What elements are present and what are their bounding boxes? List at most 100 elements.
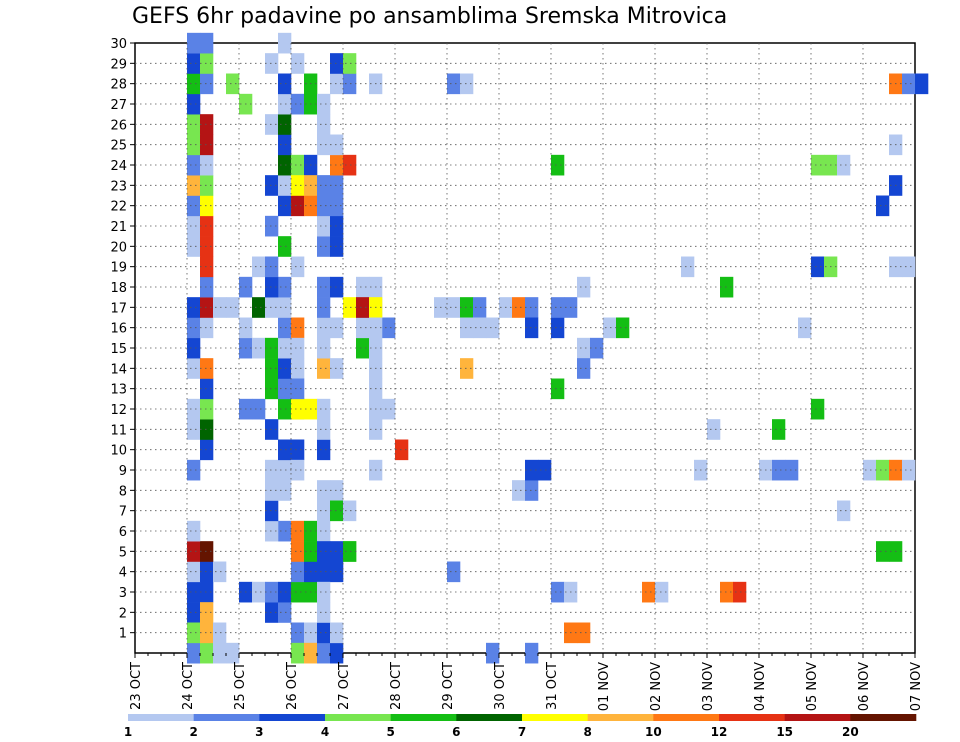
y-tick-label: 9 <box>119 464 127 479</box>
heatmap-cell <box>382 398 396 420</box>
heatmap-cell <box>291 154 305 176</box>
heatmap-cell <box>291 642 305 664</box>
heatmap-cell <box>265 276 279 298</box>
heatmap-cell <box>551 154 565 176</box>
heatmap-cell <box>200 236 214 257</box>
y-tick-label: 8 <box>119 484 127 499</box>
heatmap-cell <box>265 256 279 278</box>
heatmap-cell <box>278 398 292 420</box>
y-tick-label: 29 <box>110 57 127 72</box>
heatmap-cell <box>200 317 214 339</box>
heatmap-cell <box>187 602 201 623</box>
heatmap-cell <box>317 561 331 583</box>
heatmap-cell <box>317 114 331 135</box>
heatmap-cell <box>317 358 331 379</box>
heatmap-cell <box>291 459 305 481</box>
colorbar-label: 6 <box>452 725 460 739</box>
colorbar-label: 2 <box>189 725 197 739</box>
heatmap-cell <box>265 297 279 318</box>
heatmap-cell <box>252 297 266 318</box>
heatmap-cell <box>278 317 292 339</box>
heatmap-cell <box>330 73 344 95</box>
heatmap-cell <box>213 297 227 318</box>
colorbar-swatch <box>784 714 851 721</box>
heatmap-cell <box>265 419 279 440</box>
heatmap-cell <box>525 642 539 664</box>
colorbar-swatch <box>390 714 457 721</box>
colorbar-swatch <box>325 714 391 721</box>
heatmap-cell <box>278 134 292 156</box>
heatmap-cell <box>317 215 331 237</box>
heatmap-cell <box>278 175 292 196</box>
grid-lines <box>135 43 915 653</box>
heatmap-cell <box>187 419 201 440</box>
heatmap-cell <box>902 73 916 95</box>
heatmap-cell <box>798 317 812 339</box>
colorbar-label: 12 <box>711 725 728 739</box>
heatmap-cell <box>200 175 214 196</box>
colorbar-label: 20 <box>842 725 859 739</box>
heatmap-cell <box>278 602 292 623</box>
heatmap-cell <box>187 317 201 339</box>
x-tick-label: 23 OCT <box>129 662 144 710</box>
heatmap-cell <box>291 175 305 196</box>
heatmap-cell <box>200 53 214 74</box>
heatmap-cell <box>278 337 292 359</box>
heatmap-cell <box>187 398 201 420</box>
heatmap-cell <box>187 337 201 359</box>
heatmap-cell <box>707 419 721 440</box>
heatmap-cell <box>265 459 279 481</box>
heatmap-cell <box>200 581 214 603</box>
heatmap-cell <box>811 398 825 420</box>
heatmap-cell <box>473 317 487 339</box>
x-axis: 23 OCT 24 OCT 25 OCT 26 OCT 27 OCT 28 OCT 29 O… <box>129 653 924 711</box>
heatmap-cell <box>187 154 201 176</box>
heatmap-cell <box>187 622 201 644</box>
heatmap-cell <box>317 175 331 196</box>
y-tick-label: 20 <box>110 240 127 255</box>
heatmap-cell <box>460 317 474 339</box>
heatmap-cell <box>460 358 474 379</box>
heatmap-cell <box>902 459 916 481</box>
heatmap-cell <box>486 317 500 339</box>
y-tick-label: 7 <box>119 505 127 520</box>
heatmap-cell <box>317 541 331 562</box>
heatmap-cell <box>330 317 344 339</box>
heatmap-cell <box>356 337 370 359</box>
heatmap-cell <box>278 358 292 379</box>
y-tick-label: 14 <box>110 362 127 377</box>
heatmap-cell <box>187 195 201 217</box>
heatmap-cell <box>317 337 331 359</box>
heatmap-cell <box>317 419 331 440</box>
y-tick-label: 2 <box>119 606 127 621</box>
heatmap-cell <box>876 541 890 562</box>
x-tick-label: 26 OCT <box>285 662 300 710</box>
heatmap-cell <box>356 276 370 298</box>
heatmap-cell <box>447 73 461 95</box>
colorbar-swatch <box>587 714 654 721</box>
heatmap-cell <box>460 297 474 318</box>
x-tick-label: 25 OCT <box>233 662 248 710</box>
heatmap-cell <box>278 297 292 318</box>
heatmap-cell <box>278 439 292 461</box>
y-tick-label: 13 <box>110 383 127 398</box>
heatmap-cell <box>356 297 370 318</box>
y-tick-label: 11 <box>110 423 127 438</box>
heatmap-cell <box>525 297 539 318</box>
heatmap-cell <box>343 154 357 176</box>
heatmap-cell <box>590 337 604 359</box>
heatmap-cell <box>343 73 357 95</box>
y-tick-label: 16 <box>110 322 127 337</box>
heatmap-cell <box>187 73 201 95</box>
y-tick-label: 26 <box>110 118 127 133</box>
heatmap-cell <box>720 581 734 603</box>
heatmap-cell <box>395 439 409 461</box>
heatmap-cell <box>278 276 292 298</box>
heatmap-cell <box>265 175 279 196</box>
heatmap-cell <box>330 480 344 501</box>
x-tick-label: 27 OCT <box>337 662 352 710</box>
heatmap-cell <box>317 642 331 664</box>
heatmap-cell <box>330 53 344 74</box>
x-tick-label: 24 OCT <box>181 662 196 710</box>
heatmap-cell <box>551 581 565 603</box>
